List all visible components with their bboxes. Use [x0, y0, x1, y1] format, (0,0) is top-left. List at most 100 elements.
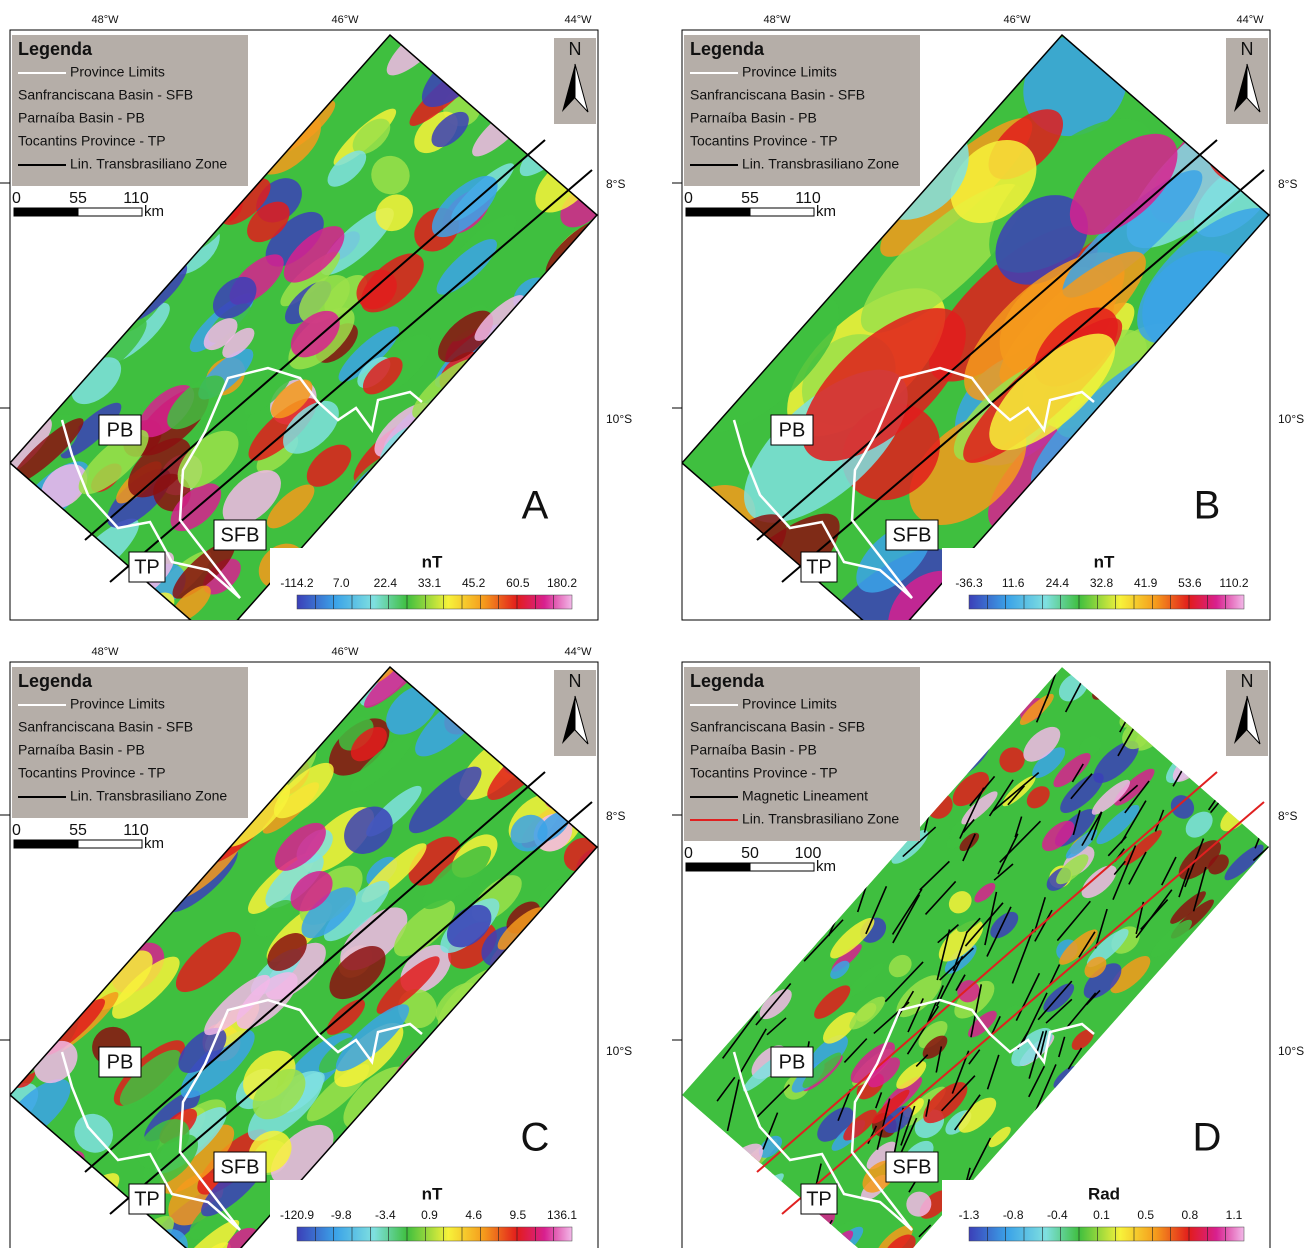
anomaly: [801, 308, 966, 462]
anomaly: [888, 954, 912, 978]
magnetic-lineament: [952, 931, 968, 972]
scale-white: [77, 207, 143, 217]
anomaly: [431, 111, 469, 148]
scale-black: [685, 207, 751, 217]
anomaly: [283, 226, 345, 283]
anomaly: [1069, 133, 1178, 235]
anomaly: [1185, 811, 1213, 838]
magnetic-lineament: [1065, 992, 1097, 1030]
magnetic-lineament: [873, 1001, 910, 1035]
legend-box: [684, 667, 920, 841]
transbrasiliano-line: [756, 139, 1218, 541]
anomaly: [1065, 829, 1098, 859]
anomaly: [817, 1107, 854, 1142]
lon-label: 48°W: [91, 646, 119, 658]
anomaly: [988, 1126, 1011, 1148]
scale-bg: [684, 846, 836, 878]
anomaly: [1023, 726, 1061, 762]
legend-item: Parnaíba Basin - PB: [18, 110, 145, 126]
anomaly: [866, 1141, 897, 1170]
anomaly: [408, 766, 482, 834]
scale-unit: km: [816, 203, 836, 220]
region-box: [885, 519, 939, 551]
magnetic-lineament: [962, 833, 976, 862]
anomaly: [112, 956, 180, 1019]
scale-black: [13, 207, 79, 217]
anomaly: [204, 974, 270, 1036]
magnetic-lineament: [1028, 1065, 1046, 1098]
anomaly: [497, 907, 544, 950]
magnetic-lineament: [1081, 811, 1103, 847]
magnetic-lineament: [990, 1015, 1001, 1037]
region-box: [98, 414, 142, 446]
magnetic-lineament: [1094, 908, 1108, 949]
magnetic-lineament: [924, 880, 957, 915]
north-arrow: [562, 64, 575, 112]
region-label: TP: [134, 1188, 160, 1210]
anomaly: [1084, 956, 1107, 978]
scale-unit: km: [816, 858, 836, 875]
anomaly: [408, 836, 461, 886]
magnetic-lineament: [1120, 800, 1147, 844]
anomaly: [957, 980, 980, 1003]
province-limit: [60, 366, 423, 599]
north-label: N: [569, 671, 582, 691]
anomaly: [1060, 772, 1104, 814]
colorbar-label: 110.2: [1219, 576, 1248, 590]
anomaly: [958, 1097, 997, 1133]
magnetic-lineament: [738, 1028, 767, 1075]
colorbar-unit: nT: [422, 552, 443, 571]
magnetic-lineament: [1178, 868, 1190, 898]
anomaly: [948, 891, 972, 914]
anomaly: [265, 211, 324, 267]
colorbar-label: 0.1: [1093, 1208, 1110, 1222]
legend-item: Province Limits: [742, 696, 837, 712]
magnetic-lineament: [726, 1079, 740, 1132]
magnetic-lineament: [1037, 980, 1073, 1021]
anomaly: [352, 118, 391, 155]
magnetic-lineament: [906, 1005, 940, 1055]
magnetic-lineament: [940, 1075, 976, 1112]
magnetic-lineament: [902, 826, 937, 858]
anomaly: [159, 1124, 235, 1194]
anomaly: [323, 880, 390, 942]
colorbar-label: 41.9: [1134, 576, 1158, 590]
region-label: PB: [107, 419, 134, 441]
anomaly: [1032, 747, 1066, 779]
scale-label: 110: [123, 190, 149, 207]
anomaly: [431, 175, 498, 238]
anomaly: [1123, 830, 1162, 866]
anomaly: [1208, 854, 1229, 875]
magnetic-lineament: [918, 1224, 932, 1238]
region-label: PB: [779, 419, 806, 441]
transbrasiliano-line: [84, 139, 546, 541]
anomaly: [290, 871, 333, 912]
anomaly: [949, 818, 975, 842]
magnetic-lineament: [892, 894, 921, 944]
magnetic-lineament: [856, 883, 868, 913]
lon-label: 44°W: [1236, 14, 1264, 26]
magnetic-lineament: [755, 983, 792, 1026]
magnetic-lineament: [1049, 964, 1061, 986]
map-panel: 48°W 46°W 44°W 8°S 10°S Legenda Province Limit…: [672, 14, 1304, 621]
anomaly: [974, 882, 996, 903]
legend-item: Tocantins Province - TP: [18, 765, 166, 781]
colorbar: [968, 594, 1245, 610]
north-arrow: [574, 695, 589, 745]
anomaly: [867, 1057, 901, 1088]
anomaly: [758, 1135, 783, 1158]
magnetic-lineament: [984, 891, 998, 946]
magnetic-lineament: [1113, 860, 1126, 876]
colorbar-label: 32.8: [1090, 576, 1114, 590]
colorbar-label: -9.8: [331, 1208, 352, 1222]
region-label: SFB: [893, 524, 932, 546]
scale-unit: km: [144, 203, 164, 220]
anomaly: [338, 326, 400, 382]
magnetic-lineament: [936, 929, 951, 981]
anomaly: [922, 1035, 948, 1059]
anomaly: [1178, 840, 1221, 880]
colorbar-label: -0.4: [1047, 1208, 1068, 1222]
magnetic-lineament: [970, 984, 983, 1038]
scale-label: 100: [795, 845, 822, 862]
anomaly: [990, 911, 1019, 939]
